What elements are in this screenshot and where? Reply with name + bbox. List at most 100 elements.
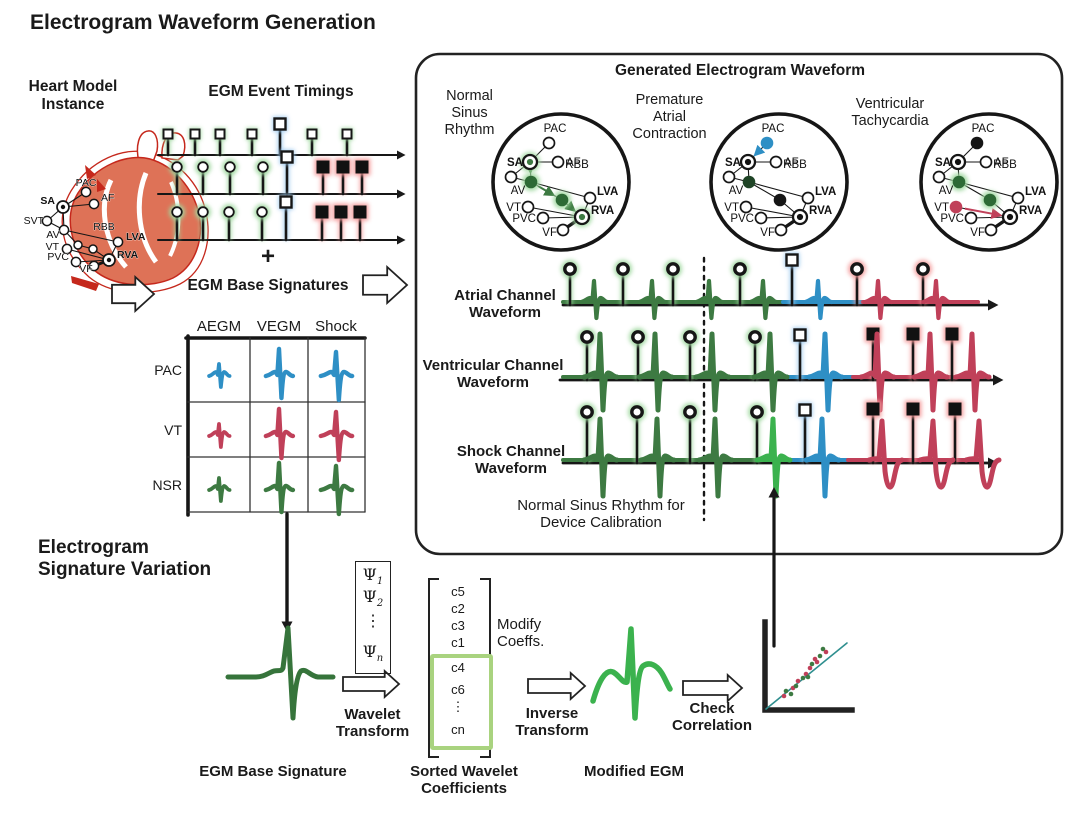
event-timing-row-2 <box>157 149 406 199</box>
egm-spike-vt <box>866 418 905 490</box>
wavelet-transform-label: Wavelet Transform <box>335 706 410 741</box>
state-node-label-af: AF <box>566 157 581 169</box>
table-row-label-pac: PAC <box>154 362 182 378</box>
modified-egm-insertion-arrow <box>768 487 780 648</box>
egm-spike-mod <box>754 416 793 499</box>
heart-to-timings-arrow <box>111 274 156 314</box>
modified-egm-waveform <box>590 626 673 721</box>
coefficient-item: c4 <box>451 660 465 675</box>
signature-variation-title: Electrogram Signature Variation <box>38 537 212 581</box>
heart-node-label-av: AV <box>46 229 59 241</box>
state-node-label-vt: VT <box>724 202 739 214</box>
scatter-point <box>781 693 787 699</box>
heart-node-label-lva: LVA <box>126 231 146 243</box>
scatter-point <box>805 674 811 680</box>
egm-spike-nsr <box>636 331 675 413</box>
state-node-label-av: AV <box>511 185 526 197</box>
egm-spike-vt <box>921 278 952 321</box>
psi-item: Ψn <box>362 642 384 665</box>
scatter-point <box>809 661 815 667</box>
scatter-point <box>788 691 794 697</box>
state-node-label-rbb: RBB <box>565 159 589 171</box>
state-node-label-rva: RVA <box>1019 205 1042 217</box>
state-node-label-pac: PAC <box>762 123 785 135</box>
egm-base-signature-waveform <box>225 625 336 721</box>
heart-node-label-pac: PAC <box>76 177 97 189</box>
modify-coeffs-label: Modify Coeffs. <box>497 616 545 651</box>
coefficients-bracket-left <box>428 578 439 758</box>
table-cell-waveform <box>318 409 355 463</box>
table-cell-waveform <box>263 406 296 461</box>
check-correlation-arrow <box>682 672 744 704</box>
state-node-label-vf: VF <box>760 227 775 239</box>
timings-to-panel-arrow <box>362 264 409 306</box>
table-cell-waveform <box>263 460 296 515</box>
table-col-header-shock: Shock <box>315 318 357 335</box>
ventricular-tachycardia-label: Ventricular Tachycardia <box>851 96 929 129</box>
state-node-label-pac: PAC <box>972 123 995 135</box>
egm-spike-pac <box>803 278 834 321</box>
egm-spike-nsr <box>694 278 725 321</box>
modified-coefficients-highlight <box>430 654 493 750</box>
state-node-label-lva: LVA <box>1025 186 1046 198</box>
event-timing-row-1 <box>157 116 406 160</box>
table-col-header-vegm: VEGM <box>256 318 302 335</box>
egm-spike-pac <box>806 331 845 413</box>
scatter-point <box>817 653 823 659</box>
correlation-scatter-plot <box>762 619 855 713</box>
wavelet-transform-arrow <box>342 668 401 700</box>
state-node-label-vt: VT <box>934 202 949 214</box>
state-node-label-vt: VT <box>506 202 521 214</box>
modified-egm-label: Modified EGM <box>584 763 684 780</box>
heart-node-label-rbb: RBB <box>93 221 115 233</box>
state-node-label-af: AF <box>784 157 799 169</box>
ventricular-channel-label: Ventricular Channel Waveform <box>422 357 564 392</box>
heart-node-label-sa: SA <box>40 195 55 207</box>
egm-event-timings-title: EGM Event Timings <box>208 83 354 100</box>
channel-waveform-2 <box>558 325 1004 413</box>
state-node-label-pvc: PVC <box>730 213 754 225</box>
coefficient-item: c5 <box>451 584 465 599</box>
base-signatures-table <box>184 334 367 517</box>
egm-spike-vt <box>863 278 894 321</box>
heart-node-label-vf: VF <box>79 263 92 275</box>
psi-item: Ψ2 <box>362 587 384 610</box>
coefficient-item: cn <box>451 722 465 737</box>
egm-spike-nsr <box>581 416 620 499</box>
scatter-point <box>800 675 806 681</box>
egm-spike-vt <box>858 331 897 413</box>
table-cell-waveform <box>207 362 232 389</box>
table-cell-waveform <box>318 463 355 517</box>
egm-spike-vt <box>917 418 956 490</box>
state-node-label-pvc: PVC <box>512 213 536 225</box>
state-node-label-rva: RVA <box>809 205 832 217</box>
channel-waveform-1 <box>561 252 999 321</box>
egm-spike-nsr <box>581 331 620 413</box>
generated-waveform-panel <box>414 52 1064 556</box>
egm-base-signature-label: EGM Base Signature <box>199 763 347 780</box>
scatter-point <box>820 646 826 652</box>
generated-waveform-title: Generated Electrogram Waveform <box>614 62 866 79</box>
inverse-transform-arrow <box>527 670 587 702</box>
scatter-point <box>783 688 789 694</box>
channel-waveform-3 <box>561 400 1002 499</box>
scatter-point <box>823 649 829 655</box>
state-node-label-rbb: RBB <box>993 159 1017 171</box>
table-row-label-nsr: NSR <box>152 477 182 493</box>
premature-atrial-contraction-label: Premature Atrial Contraction <box>632 92 707 142</box>
scatter-point <box>814 659 820 665</box>
coefficient-item: c6 <box>451 682 465 697</box>
state-node-label-rbb: RBB <box>783 159 807 171</box>
egm-spike-nsr <box>696 416 735 499</box>
page-title: Electrogram Waveform Generation <box>30 11 376 34</box>
egm-spike-nsr <box>637 278 668 321</box>
state-node-label-av: AV <box>729 185 744 197</box>
heart-node-label-svt: SVT <box>24 215 45 227</box>
heart-node-label-vt: VT <box>46 241 60 253</box>
plus-sign: + <box>260 243 275 270</box>
